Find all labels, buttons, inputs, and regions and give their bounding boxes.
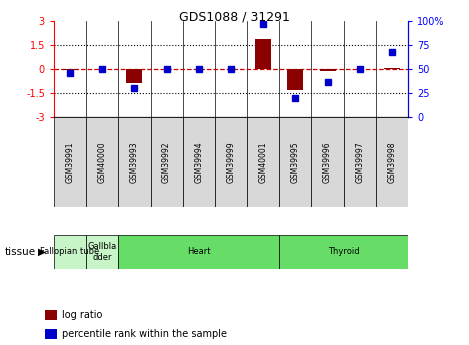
Bar (45, 310, 57, 320)
Text: log ratio: log ratio (61, 310, 102, 320)
Bar (215, 117, 247, 207)
Bar (287, 69, 303, 90)
Text: tissue: tissue (5, 247, 36, 257)
Bar (183, 117, 215, 207)
Bar (247, 117, 279, 207)
Bar (62, 69, 78, 70)
Text: GSM39994: GSM39994 (194, 141, 203, 183)
Text: GSM39996: GSM39996 (323, 141, 332, 183)
Text: GSM39992: GSM39992 (162, 141, 171, 183)
Text: GSM39997: GSM39997 (355, 141, 364, 183)
Text: GSM40001: GSM40001 (259, 141, 268, 183)
Bar (118, 117, 151, 207)
Text: GSM39991: GSM39991 (66, 141, 75, 183)
Text: Gallbla
dder: Gallbla dder (88, 242, 117, 262)
Text: Thyroid: Thyroid (328, 247, 359, 256)
Text: GDS1088 / 31291: GDS1088 / 31291 (179, 10, 290, 23)
Text: GSM39999: GSM39999 (227, 141, 235, 183)
Text: Heart: Heart (187, 247, 211, 256)
Bar (319, 69, 336, 71)
Bar (86, 235, 118, 269)
Bar (384, 68, 400, 69)
Bar (376, 117, 408, 207)
Text: GSM40000: GSM40000 (98, 141, 107, 183)
Bar (255, 39, 271, 69)
Bar (279, 235, 408, 269)
Text: GSM39995: GSM39995 (291, 141, 300, 183)
Text: Fallopian tube: Fallopian tube (40, 247, 99, 256)
Bar (344, 117, 376, 207)
Bar (279, 117, 311, 207)
Bar (86, 117, 118, 207)
Bar (311, 117, 344, 207)
Text: GSM39993: GSM39993 (130, 141, 139, 183)
Bar (54, 117, 86, 207)
Text: GSM39998: GSM39998 (387, 141, 396, 183)
Bar (126, 69, 143, 83)
Text: percentile rank within the sample: percentile rank within the sample (61, 329, 227, 339)
Bar (54, 235, 86, 269)
Bar (45, 329, 57, 339)
Bar (151, 117, 183, 207)
Text: ▶: ▶ (38, 247, 46, 257)
Bar (118, 235, 279, 269)
